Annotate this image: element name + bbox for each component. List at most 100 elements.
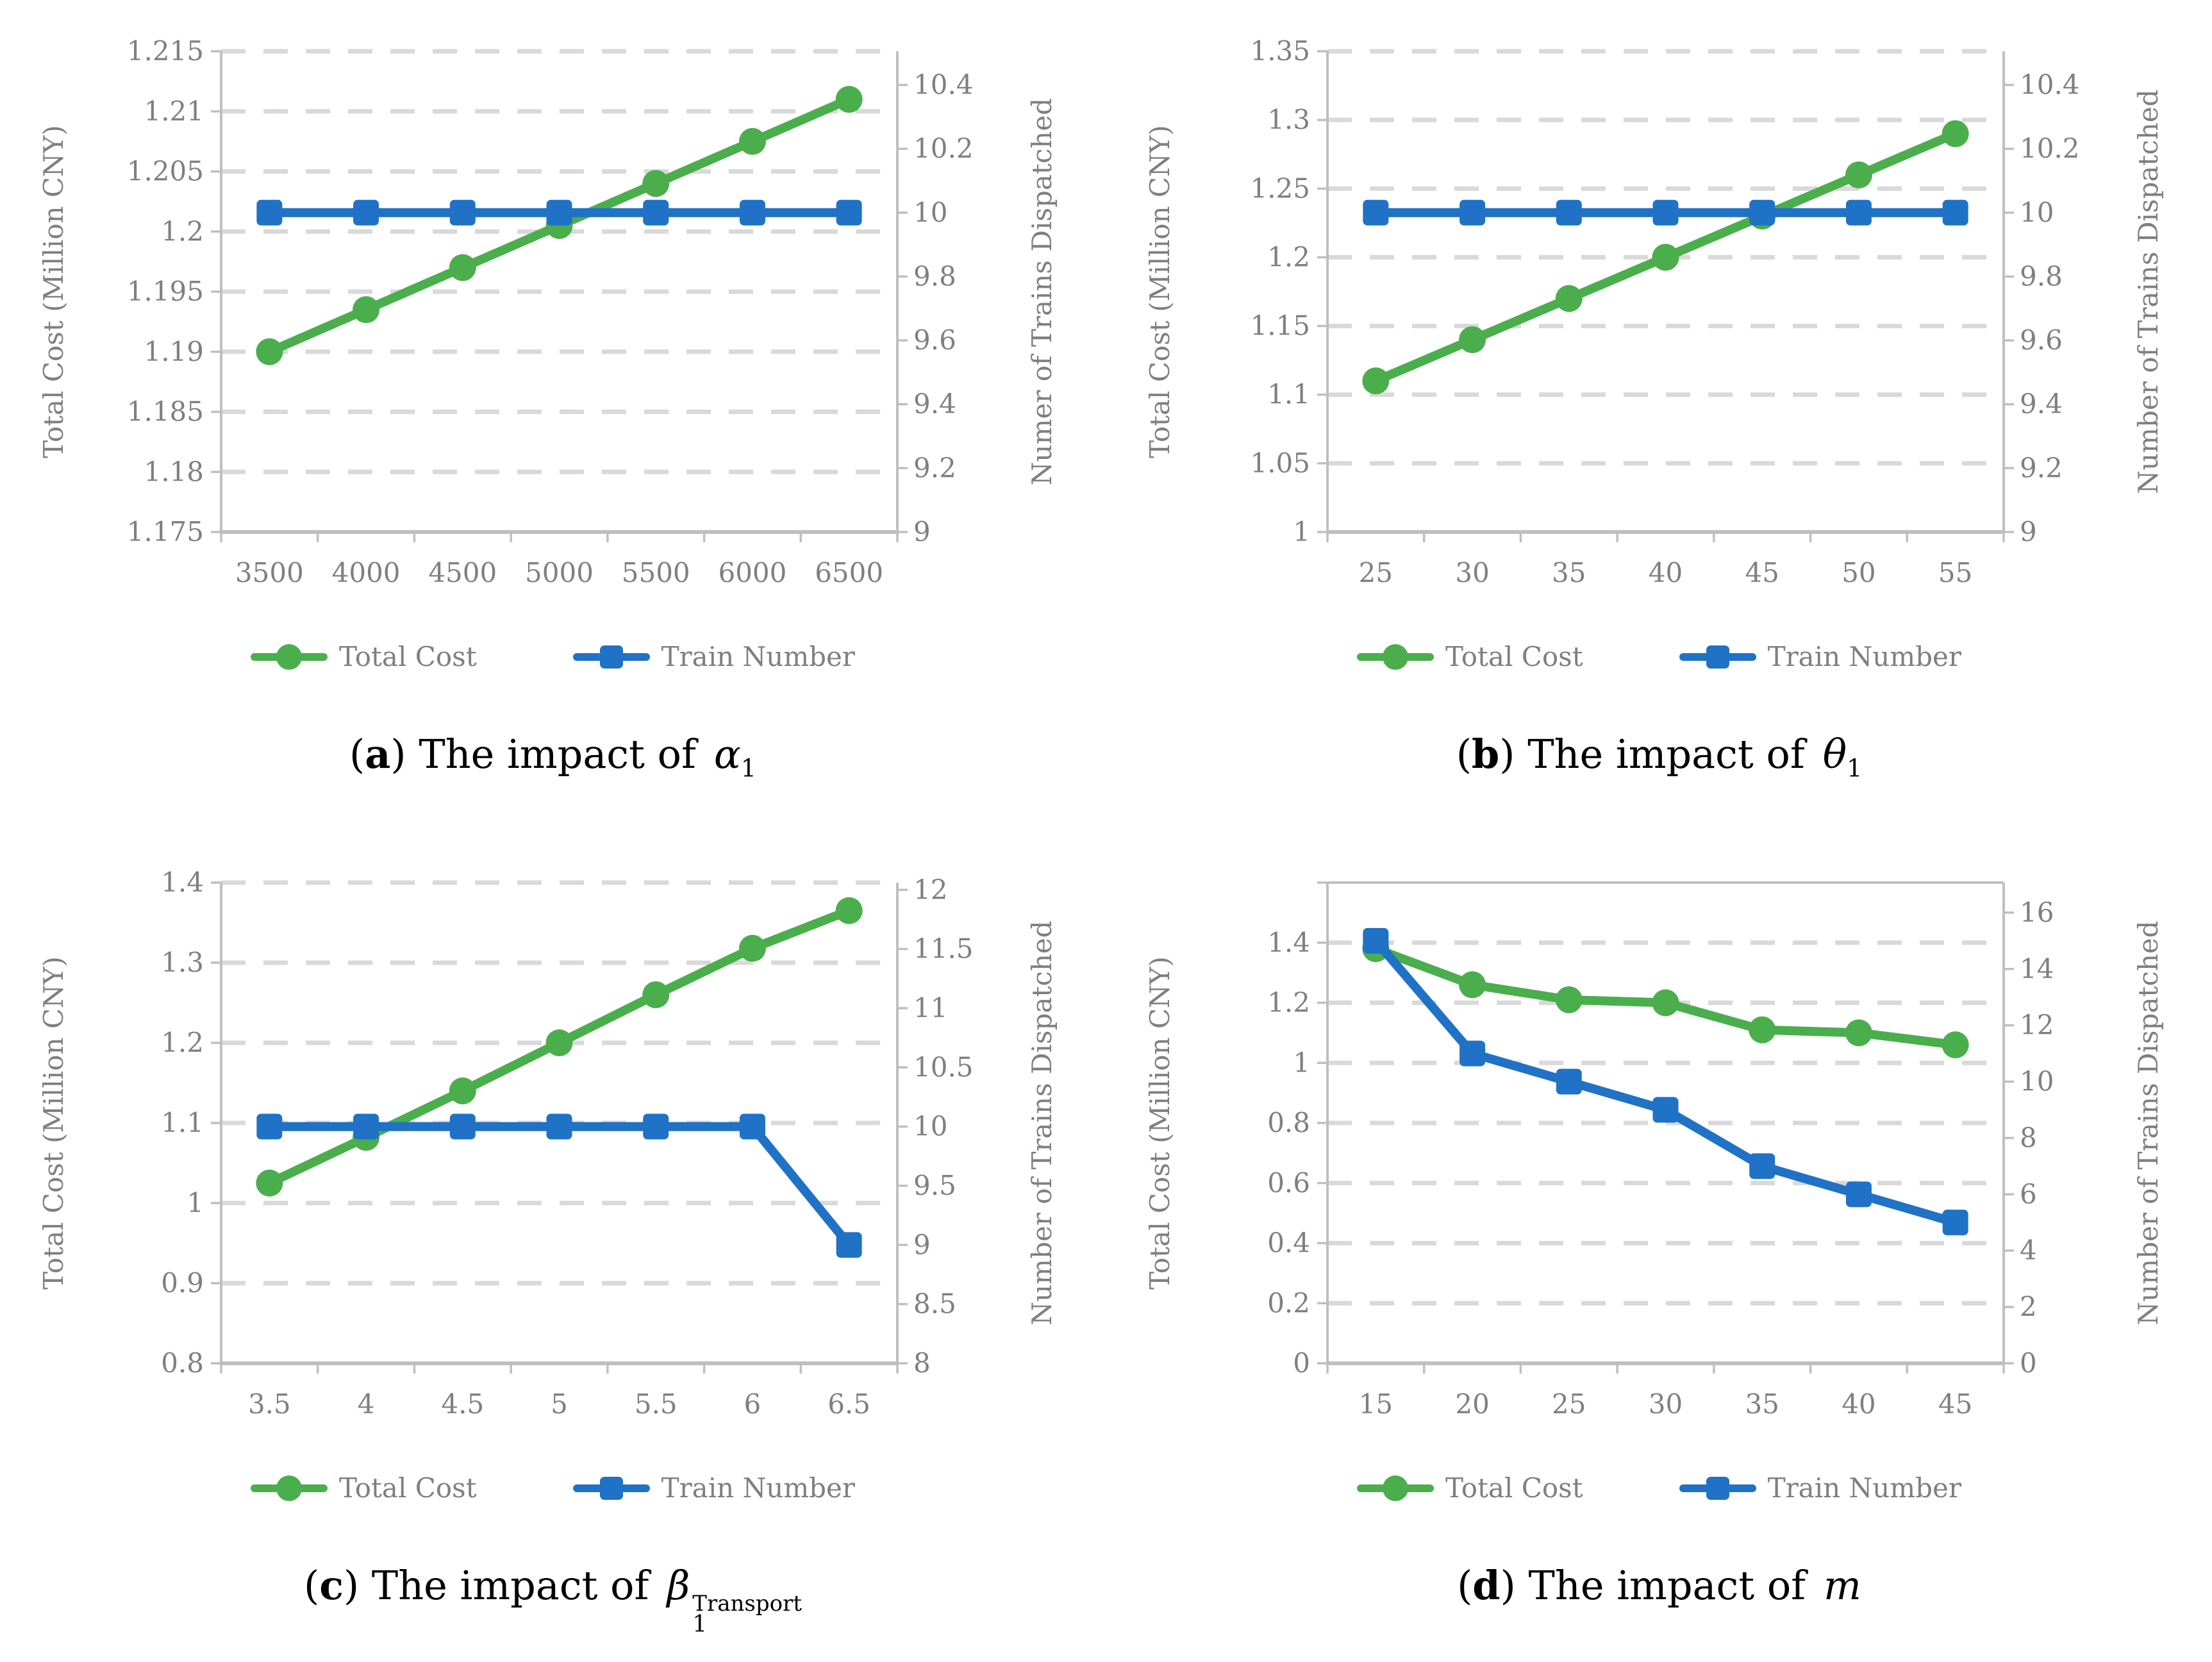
left-axis-tick-label: 1.35 (1250, 35, 1310, 67)
train-number-marker (643, 199, 669, 226)
total-cost-marker (835, 897, 863, 924)
legend: Total Cost Train Number (0, 1472, 1106, 1504)
x-axis-tick-label: 45 (1745, 557, 1779, 588)
right-axis-title: Number of Trains Dispatched (1026, 920, 1058, 1325)
left-axis-tick-label: 0.6 (1267, 1167, 1310, 1199)
right-axis-tick-label: 8 (2020, 1122, 2037, 1153)
legend-item-total-cost: Total Cost (1356, 1472, 1583, 1504)
panel-b-impact-theta1: 1 1.05 1.1 1.15 1.2 1.25 1.3 1.35 9 9.2 9.4 9.6 9.8 1… (1106, 0, 2212, 831)
legend-item-total-cost: Total Cost (1356, 641, 1583, 672)
left-axis-tick-label: 1.195 (127, 276, 204, 307)
left-axis-tick-label: 1 (1293, 1047, 1310, 1078)
x-axis-tick-label: 30 (1649, 1388, 1683, 1420)
right-axis-title: Numer of Trains Dispatched (1026, 98, 1058, 485)
legend: Total Cost Train Number (1106, 641, 2212, 672)
caption-symbol: m (1824, 1562, 1861, 1609)
train-number-marker (449, 199, 476, 226)
x-axis-tick-label: 6500 (815, 557, 883, 588)
train-number-marker (1556, 1068, 1582, 1095)
legend-circle-marker-icon (1356, 643, 1434, 671)
left-axis-title: Total Cost (Million CNY) (1144, 125, 1176, 458)
train-number-marker (1942, 199, 1968, 226)
left-axis-tick-label: 1.4 (161, 867, 204, 898)
legend-item-total-cost: Total Cost (250, 641, 477, 672)
train-number-marker (739, 199, 765, 226)
legend-circle-marker-icon (250, 1474, 328, 1502)
legend-label: Total Cost (1445, 1472, 1583, 1504)
panel-c-impact-beta1-transport: 0.8 0.9 1 1.1 1.2 1.3 1.4 8 8.5 9 9.5 10 10.5 11 11.5 1… (0, 831, 1106, 1662)
left-axis-tick-label: 1.15 (1250, 310, 1310, 342)
right-axis-tick-label: 9.2 (2020, 452, 2063, 483)
left-axis-tick-label: 1 (1293, 516, 1310, 547)
train-number-marker (1652, 1097, 1679, 1123)
left-axis-tick-label: 1.175 (127, 516, 204, 547)
legend-label: Train Number (661, 1472, 855, 1504)
x-axis-tick-label: 45 (1938, 1388, 1972, 1420)
total-cost-marker (1555, 285, 1583, 312)
caption-text: The impact of (1528, 1562, 1806, 1609)
panel-caption: (d) The impact of m (1457, 1562, 1861, 1609)
right-axis-title: Number of Trains Dispatched (2133, 89, 2164, 494)
legend-label: Total Cost (338, 641, 477, 672)
left-axis-tick-label: 1.19 (144, 336, 204, 367)
legend-item-train-number: Train Number (572, 1472, 855, 1504)
right-axis-tick-label: 9.6 (913, 324, 956, 356)
right-axis-tick-label: 9.8 (913, 260, 956, 292)
left-axis-title: Total Cost (Million CNY) (1144, 956, 1176, 1290)
total-cost-marker (1362, 367, 1390, 395)
x-axis-tick-label: 6.5 (827, 1388, 870, 1420)
x-axis-tick-label: 3500 (235, 557, 304, 588)
left-axis-tick-label: 0.9 (161, 1267, 204, 1299)
plot-svg: 1.175 1.18 1.185 1.19 1.195 1.2 1.205 1.21 1.215… (38, 35, 1058, 588)
train-number-marker (1652, 199, 1679, 226)
right-axis-tick-label: 9.4 (913, 388, 956, 420)
left-axis-tick-label: 1.4 (1267, 927, 1310, 958)
x-axis-tick-label: 30 (1455, 557, 1489, 588)
left-axis-tick-label: 1.2 (1267, 241, 1310, 272)
left-axis-tick-label: 1.1 (161, 1107, 204, 1138)
left-axis-tick-label: 1.205 (127, 156, 204, 187)
left-axis-tick-label: 1 (187, 1187, 204, 1218)
total-cost-marker (835, 86, 863, 113)
left-axis-tick-label: 1.25 (1250, 172, 1310, 204)
left-axis-tick-label: 1.2 (161, 215, 204, 247)
right-axis-tick-label: 10 (913, 1111, 947, 1142)
right-axis-tick-label: 2 (2020, 1291, 2037, 1322)
left-axis-tick-label: 0.4 (1267, 1227, 1310, 1259)
right-axis-tick-label: 10.5 (913, 1051, 974, 1083)
total-cost-marker (545, 1029, 573, 1056)
x-axis-tick-label: 40 (1649, 557, 1683, 588)
panel-d-impact-m: 0 0.2 0.4 0.6 0.8 1 1.2 1.4 0 2 4 6 8 10 12 14 16 15 20 25 3… (1106, 831, 2212, 1662)
total-cost-marker (1459, 326, 1486, 353)
left-axis-tick-label: 0.8 (1267, 1107, 1310, 1138)
right-axis-tick-label: 9.6 (2020, 324, 2063, 356)
x-axis-tick-label: 5000 (525, 557, 594, 588)
legend-square-marker-icon (572, 1474, 650, 1502)
train-number-marker (353, 1113, 379, 1140)
train-number-marker (1845, 1181, 1872, 1208)
right-axis-tick-label: 11 (913, 992, 947, 1024)
train-number-marker (1459, 199, 1486, 226)
train-number-marker (546, 199, 572, 226)
train-number-marker (836, 199, 862, 226)
train-number-marker (1845, 199, 1872, 226)
right-axis-tick-label: 10.4 (913, 69, 974, 101)
total-cost-marker (738, 128, 766, 155)
train-number-marker (836, 1232, 862, 1258)
left-axis-tick-label: 1.3 (1267, 104, 1310, 135)
right-axis-tick-label: 8 (913, 1347, 931, 1379)
legend-label: Train Number (661, 641, 855, 672)
panel-caption: (b) The impact of θ1 (1456, 731, 1863, 783)
right-axis-tick-label: 10 (913, 197, 947, 228)
left-axis-tick-label: 1.2 (1267, 987, 1310, 1018)
total-cost-marker (1652, 989, 1679, 1017)
total-cost-marker (1942, 120, 1969, 147)
caption-symbol: α (713, 731, 741, 777)
legend-item-train-number: Train Number (572, 641, 855, 672)
train-number-marker (643, 1113, 669, 1140)
legend-item-train-number: Train Number (1679, 1472, 1961, 1504)
total-cost-marker (256, 1169, 283, 1197)
total-cost-marker (1459, 971, 1486, 999)
caption-text: The impact of (371, 1562, 649, 1609)
